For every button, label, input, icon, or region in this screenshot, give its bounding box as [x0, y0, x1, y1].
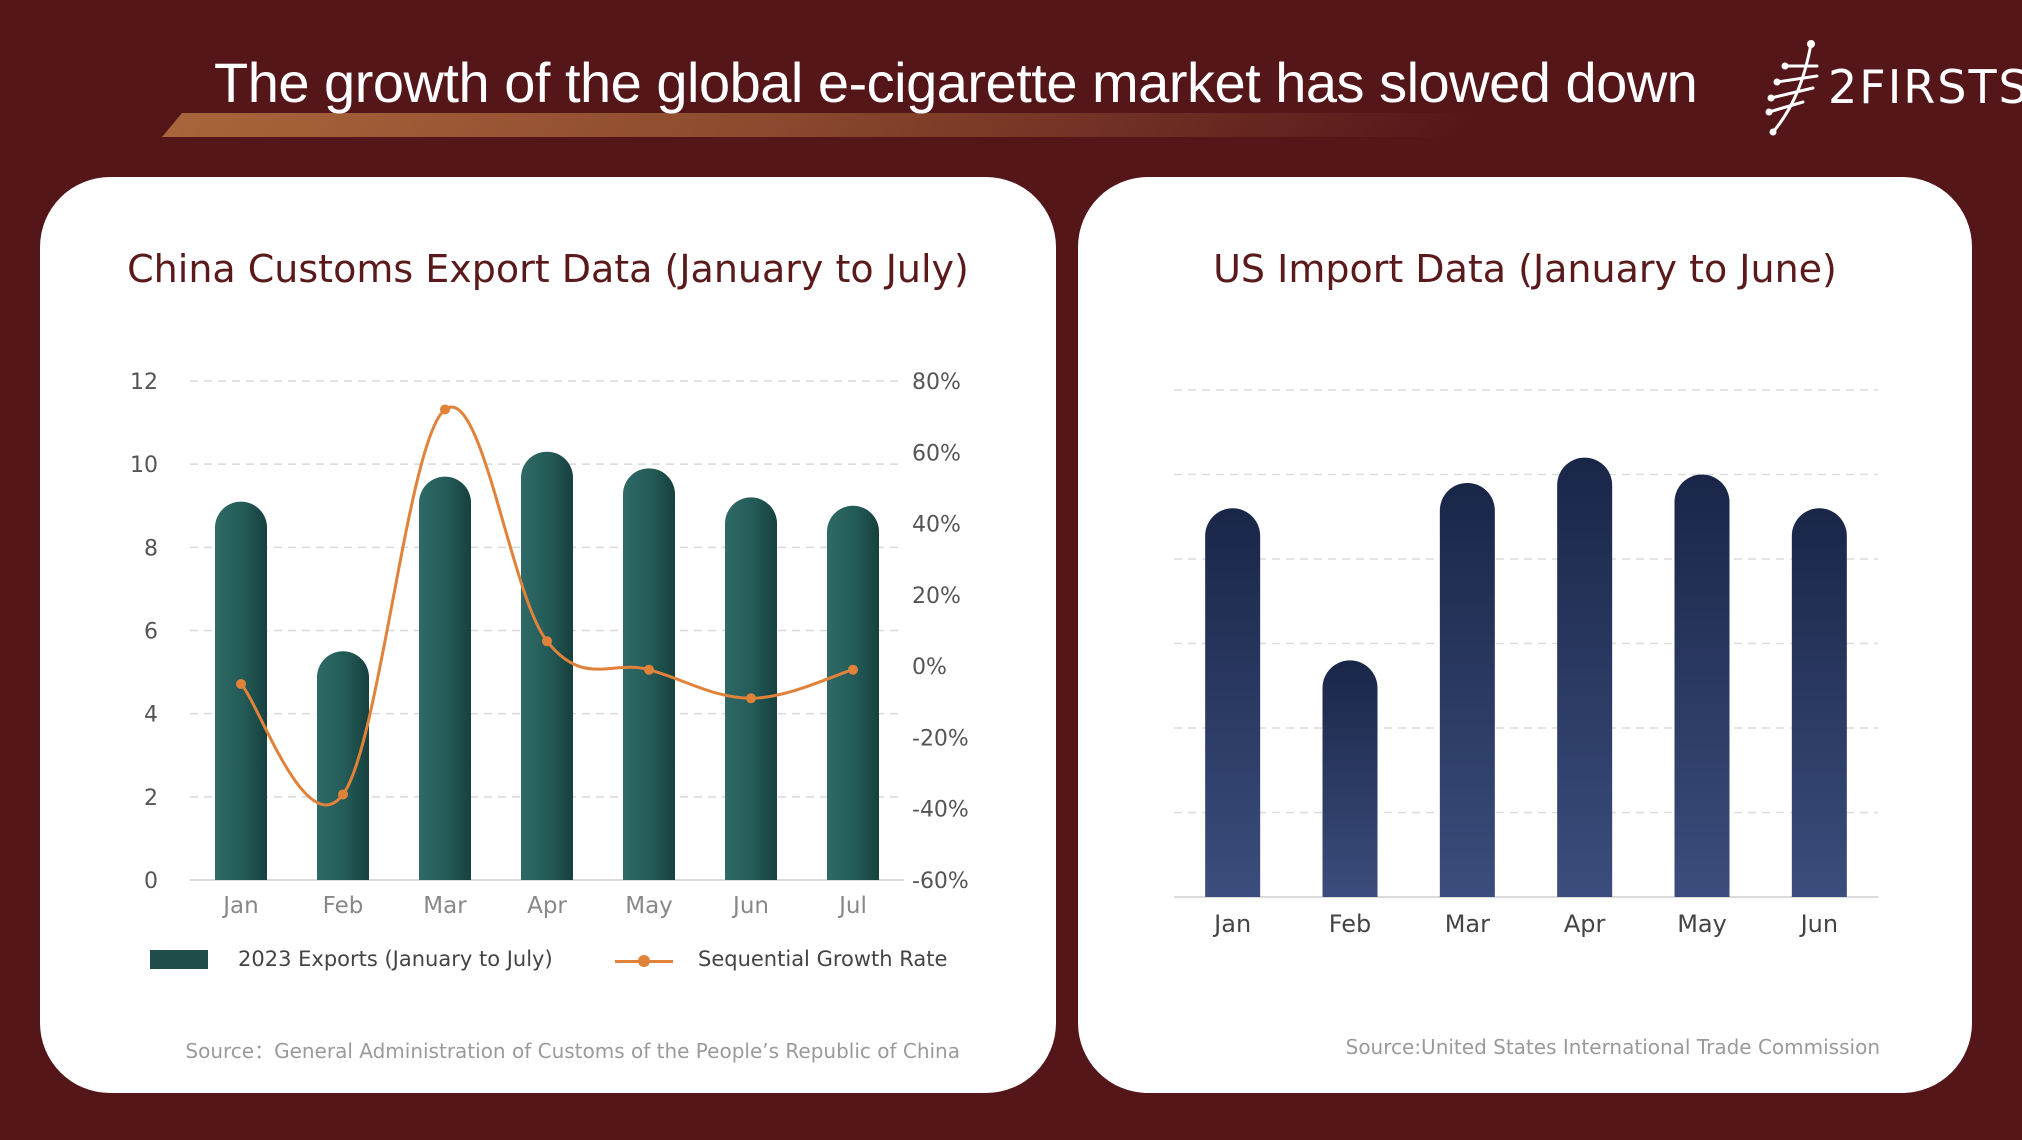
export-bar — [419, 476, 471, 880]
logo-icon — [1765, 40, 1819, 136]
import-bar — [1439, 482, 1495, 897]
page-title: The growth of the global e-cigarette mar… — [214, 51, 1698, 114]
export-bar — [827, 505, 879, 880]
export-bar — [725, 497, 777, 880]
x-tick-label: Jan — [1212, 910, 1251, 938]
import-bar — [1205, 508, 1261, 897]
growth-rate-point — [542, 636, 552, 647]
x-tick-label: Feb — [323, 893, 364, 919]
growth-rate-point — [848, 664, 858, 675]
y-tick-label: 8 — [144, 536, 158, 561]
x-tick-label: May — [625, 893, 673, 919]
legend-line-dot — [638, 955, 650, 967]
y2-tick-label: 20% — [912, 584, 961, 609]
legend-exports-label: 2023 Exports (January to July) — [238, 947, 553, 971]
legend-growth-label: Sequential Growth Rate — [698, 947, 948, 971]
us-import-chart: Jan Feb Mar Apr May Jun — [1174, 389, 1878, 938]
china-source: Source：General Administration of Customs… — [185, 1039, 960, 1063]
growth-rate-point — [338, 789, 348, 800]
growth-rate-point — [236, 678, 246, 689]
y-tick-label: 6 — [144, 620, 158, 645]
us-import-card: US Import Data (January to June) Jan Feb M… — [1078, 177, 1972, 1093]
us-source: Source:United States International Trade… — [1345, 1035, 1880, 1059]
y2-tick-label: -40% — [912, 798, 969, 823]
y-tick-label: 10 — [130, 453, 158, 478]
import-bar — [1674, 474, 1730, 897]
growth-rate-point — [440, 404, 450, 415]
y2-tick-label: 40% — [912, 513, 961, 538]
x-tick-label: Jun — [1799, 910, 1839, 938]
x-tick-label: Jul — [837, 893, 867, 919]
us-chart-title: US Import Data (January to June) — [1213, 247, 1837, 291]
import-bar — [1557, 457, 1613, 897]
growth-rate-point — [746, 693, 756, 704]
export-bar — [215, 501, 267, 880]
x-tick-label: Mar — [1445, 910, 1490, 938]
y-tick-label: 0 — [144, 869, 158, 894]
x-tick-label: Apr — [527, 893, 567, 919]
header-band — [161, 113, 1483, 137]
china-export-card: China Customs Export Data (January to Ju… — [40, 177, 1056, 1093]
y2-tick-label: -20% — [912, 726, 969, 751]
x-tick-label: Feb — [1329, 910, 1372, 938]
y-tick-label: 2 — [144, 786, 158, 811]
china-export-chart: 0 2 4 6 8 10 12 -60% -40% -20% 0% 20% 40% 60% 80% Jan Fe… — [130, 370, 969, 919]
x-tick-label: May — [1677, 910, 1727, 938]
export-bar — [317, 651, 369, 880]
import-bar — [1791, 508, 1847, 897]
logo-text: 2FIRSTS — [1828, 60, 2022, 114]
y2-tick-label: 60% — [912, 441, 961, 466]
y2-tick-label: 80% — [912, 370, 961, 395]
x-tick-label: Mar — [423, 893, 467, 919]
y2-tick-label: -60% — [912, 869, 969, 894]
import-bar — [1322, 660, 1378, 897]
y2-tick-label: 0% — [912, 655, 947, 680]
y-tick-label: 4 — [144, 703, 158, 728]
x-tick-label: Jun — [731, 893, 769, 919]
y-tick-label: 12 — [130, 370, 158, 395]
china-chart-title: China Customs Export Data (January to Ju… — [127, 247, 969, 291]
export-bar — [521, 451, 573, 880]
x-tick-label: Jan — [221, 893, 258, 919]
x-tick-label: Apr — [1564, 910, 1606, 938]
growth-rate-point — [644, 664, 654, 675]
legend-bar-swatch — [150, 950, 208, 969]
